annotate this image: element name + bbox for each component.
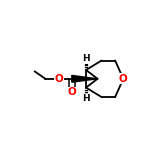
Text: O: O	[67, 87, 76, 97]
Text: H: H	[82, 94, 90, 103]
Text: O: O	[119, 74, 128, 84]
Polygon shape	[72, 75, 98, 82]
Text: H: H	[82, 54, 90, 63]
Text: O: O	[55, 74, 63, 84]
